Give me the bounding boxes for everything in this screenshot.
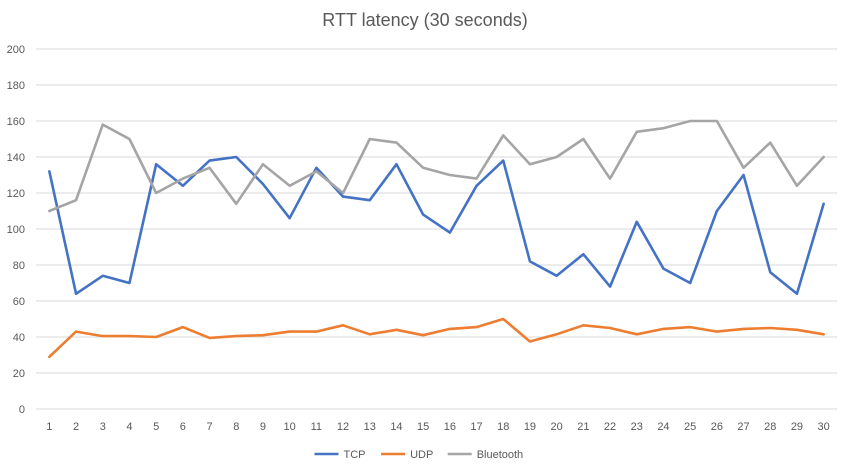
y-tick-label: 120 [7, 188, 25, 200]
legend-label: Bluetooth [477, 449, 523, 461]
x-tick-label: 15 [417, 421, 429, 433]
x-tick-label: 23 [631, 421, 643, 433]
chart-title: RTT latency (30 seconds) [322, 10, 527, 30]
x-tick-label: 20 [551, 421, 563, 433]
x-tick-label: 17 [470, 421, 482, 433]
x-tick-label: 19 [524, 421, 536, 433]
x-tick-label: 14 [390, 421, 402, 433]
x-axis-ticks: 1 2 3 4 5 6 7 8 9 10 11 12 13 14 15 16 17 18 19 20 21 22 23 24 2… [46, 421, 829, 433]
x-tick-label: 24 [657, 421, 669, 433]
x-tick-label: 4 [126, 421, 132, 433]
series-lines [48, 119, 825, 359]
series-line-bluetooth [48, 119, 825, 213]
x-tick-label: 16 [444, 421, 456, 433]
x-tick-label: 27 [737, 421, 749, 433]
y-axis-ticks: 0 20 40 60 80 100 120 140 160 180 200 [7, 44, 25, 416]
gridlines [36, 48, 837, 410]
legend-item-bluetooth: Bluetooth [447, 449, 523, 461]
x-tick-label: 9 [260, 421, 266, 433]
y-tick-label: 40 [13, 332, 25, 344]
x-tick-label: 22 [604, 421, 616, 433]
y-tick-label: 160 [7, 116, 25, 128]
x-tick-label: 7 [206, 421, 212, 433]
x-tick-label: 5 [153, 421, 159, 433]
y-tick-label: 180 [7, 80, 25, 92]
x-tick-label: 28 [764, 421, 776, 433]
x-tick-label: 13 [364, 421, 376, 433]
x-tick-label: 18 [497, 421, 509, 433]
x-tick-label: 1 [46, 421, 52, 433]
x-tick-label: 11 [311, 421, 322, 433]
y-tick-label: 100 [7, 224, 25, 236]
x-tick-label: 29 [791, 421, 803, 433]
x-tick-label: 26 [711, 421, 723, 433]
y-tick-label: 80 [13, 260, 25, 272]
y-tick-label: 200 [7, 44, 25, 56]
legend-label: UDP [410, 449, 433, 461]
x-tick-label: 3 [100, 421, 106, 433]
y-tick-label: 0 [19, 404, 25, 416]
legend-label: TCP [344, 449, 366, 461]
x-tick-label: 2 [73, 421, 79, 433]
x-tick-label: 12 [337, 421, 349, 433]
x-tick-label: 6 [180, 421, 186, 433]
x-tick-label: 25 [684, 421, 696, 433]
y-tick-label: 60 [13, 296, 25, 308]
legend-item-udp: UDP [381, 449, 433, 461]
x-tick-label: 30 [818, 421, 830, 433]
x-tick-label: 21 [577, 421, 589, 433]
y-tick-label: 140 [7, 152, 25, 164]
y-tick-label: 20 [13, 368, 25, 380]
legend-item-tcp: TCP [314, 449, 366, 461]
series-line-udp [48, 317, 825, 359]
x-tick-label: 8 [233, 421, 239, 433]
x-tick-label: 10 [284, 421, 296, 433]
series-line-tcp [48, 155, 825, 296]
legend: TCP UDP Bluetooth [314, 449, 523, 461]
